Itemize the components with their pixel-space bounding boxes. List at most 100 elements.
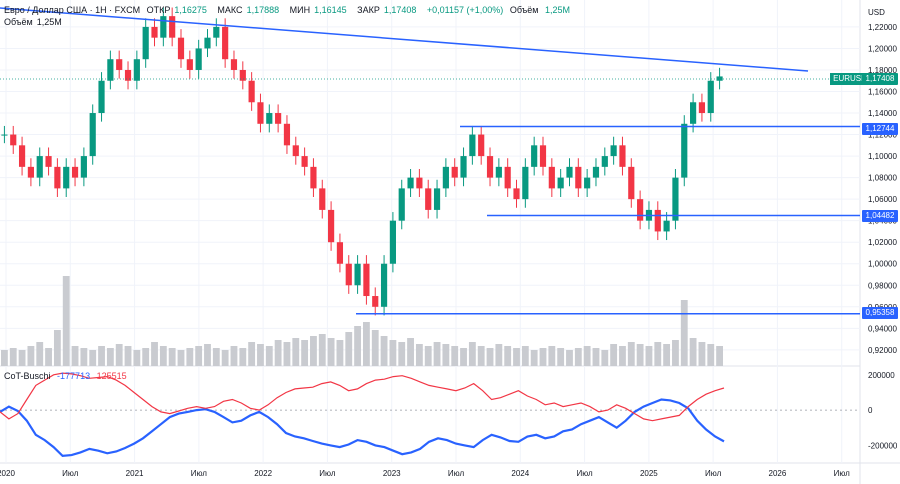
candle-body	[310, 166, 317, 189]
candle-body	[416, 177, 423, 189]
candle-body	[592, 166, 600, 178]
low-label: МИН	[289, 5, 311, 15]
candle-body	[230, 59, 238, 70]
change-value: +0,01157 (+1,00%)	[426, 5, 504, 15]
candle-body	[186, 59, 193, 70]
volume-bar	[468, 342, 476, 366]
x-tick-label: Июл	[448, 469, 465, 478]
candle-body	[80, 156, 87, 178]
instrument-legend: Евро / Доллар США · 1Н · FXCM ОТКР 1,1627…	[4, 5, 578, 15]
volume-bar	[230, 346, 238, 366]
volume-bar	[336, 340, 344, 366]
volume-bar	[212, 348, 220, 366]
x-tick-label: 2023	[383, 469, 401, 478]
volume-bar	[45, 348, 52, 366]
volume-bar	[521, 346, 529, 366]
volume-bar	[451, 346, 459, 366]
volume-bar	[115, 344, 123, 366]
candle-body	[1, 134, 8, 136]
volume-bar	[424, 346, 432, 366]
volume-bar	[354, 326, 361, 366]
instrument-name: Евро / Доллар США · 1Н · FXCM	[4, 5, 141, 15]
open-value: 1,16275	[174, 5, 207, 15]
volume-bar	[636, 344, 644, 366]
candle-body	[177, 37, 185, 60]
low-value: 1,16145	[314, 5, 347, 15]
volume-bar	[610, 344, 618, 366]
volume-bar	[619, 346, 626, 366]
candle-body	[195, 48, 202, 70]
trend-line[interactable]	[0, 7, 809, 72]
volume-bar	[248, 342, 256, 366]
indicator-tick-label: 0	[868, 406, 873, 415]
y-tick-label: 1,22000	[868, 23, 897, 32]
candle-body	[27, 166, 34, 178]
indicator-tick-label: 200000	[868, 371, 895, 380]
candle-body	[531, 145, 538, 167]
high-label: МАКС	[217, 5, 243, 15]
volume-bar	[257, 344, 264, 366]
volume-bar	[371, 330, 379, 366]
volume-bar	[239, 348, 247, 366]
candle-body	[451, 166, 458, 178]
candle-body	[486, 156, 494, 178]
volume-label: Объём	[509, 5, 539, 15]
y-tick-label: 0,94000	[868, 324, 897, 333]
candle-body	[107, 59, 114, 81]
candle-body	[239, 69, 246, 81]
candle-body	[169, 16, 176, 38]
volume-bar	[698, 342, 706, 366]
volume-legend: Объём 1,25M	[4, 17, 66, 27]
candle-body	[98, 80, 105, 114]
candle-body	[160, 16, 167, 38]
time-axis[interactable]: 2020 Июл 2021 Июл 2022 Июл 2023 Июл 2024 Июл 2025 И…	[0, 469, 850, 478]
candle-body	[707, 80, 714, 114]
volume-bar	[548, 346, 556, 366]
volume-bar	[186, 348, 194, 366]
candle-body	[372, 296, 379, 307]
indicator-name: CoT-Buschi	[4, 371, 51, 381]
candle-body	[18, 145, 26, 167]
candle-body	[575, 166, 582, 189]
volume-bar	[159, 346, 167, 366]
indicator-series-line	[0, 372, 725, 422]
volume-bar	[627, 342, 635, 366]
candle-body	[124, 69, 132, 81]
candle-body	[257, 102, 264, 124]
candle-body	[336, 242, 344, 264]
volume-bar	[98, 346, 105, 366]
candle-body	[672, 177, 679, 221]
support-levels[interactable]	[356, 125, 860, 315]
volume-bar	[433, 342, 441, 366]
candle-body	[478, 134, 485, 157]
volume-bar	[566, 350, 573, 366]
volume-bar	[345, 332, 353, 366]
candle-body	[213, 26, 220, 38]
candle-body	[504, 166, 511, 189]
volume-bar	[389, 340, 397, 366]
volume-bar	[557, 348, 565, 366]
candle-body	[610, 145, 617, 157]
cot-indicator: 200000 0 -200000	[0, 371, 898, 458]
indicator-value-2: 125515	[96, 371, 127, 381]
volume-bar	[71, 346, 79, 366]
volume-bar	[18, 350, 26, 366]
candle-body	[142, 26, 149, 60]
x-tick-label: Июл	[834, 469, 851, 478]
volume-bar	[168, 348, 176, 366]
level-badge-3: 0,95358	[862, 307, 898, 319]
currency-label[interactable]: USD	[868, 8, 885, 17]
volume-bar	[318, 334, 326, 366]
candle-body	[628, 166, 635, 200]
candle-body	[248, 80, 255, 103]
volume-bar	[716, 346, 723, 366]
candle-body	[63, 166, 70, 189]
volume-bar	[530, 350, 538, 366]
candle-body	[654, 209, 661, 232]
candle-body	[513, 188, 520, 200]
volume-bar	[477, 346, 485, 366]
candle-body	[698, 102, 706, 114]
high-value: 1,17888	[246, 5, 280, 15]
candle-body	[292, 145, 299, 157]
